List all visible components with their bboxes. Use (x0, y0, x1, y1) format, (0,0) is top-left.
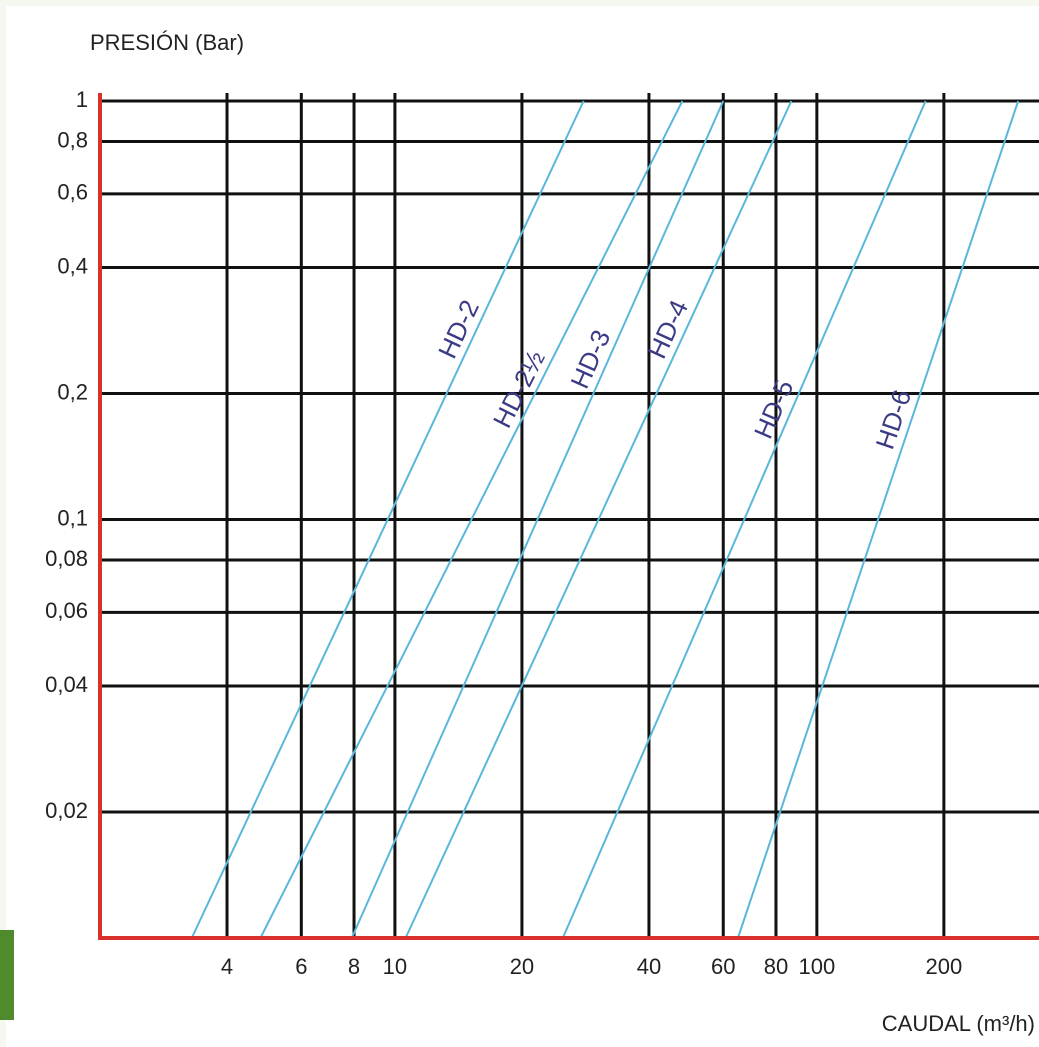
y-tick-label: 0,2 (57, 379, 88, 404)
x-tick-label: 10 (383, 954, 407, 979)
y-tick-label: 0,1 (57, 505, 88, 530)
y-tick-label: 0,8 (57, 127, 88, 152)
y-tick-label: 0,08 (45, 546, 88, 571)
chart: PRESIÓN (Bar) CAUDAL (m³/h) 1 0,8 0,6 0,4 0,… (0, 0, 1039, 1047)
x-tick-label: 100 (798, 954, 835, 979)
y-tick-label: 0,6 (57, 180, 88, 205)
y-tick-label: 1 (76, 87, 88, 112)
y-tick-label: 0,04 (45, 672, 88, 697)
x-tick-label: 4 (221, 954, 233, 979)
y-tick-label: 0,02 (45, 798, 88, 823)
y-axis-title: PRESIÓN (Bar) (90, 30, 244, 55)
x-tick-label: 8 (348, 954, 360, 979)
x-axis-title: CAUDAL (m³/h) (882, 1011, 1035, 1036)
y-tick-label: 0,4 (57, 253, 88, 278)
x-tick-label: 200 (926, 954, 963, 979)
x-tick-label: 60 (711, 954, 735, 979)
decoration (0, 930, 14, 1020)
x-tick-label: 40 (637, 954, 661, 979)
x-tick-label: 80 (764, 954, 788, 979)
x-tick-label: 20 (510, 954, 534, 979)
y-tick-label: 0,06 (45, 598, 88, 623)
x-tick-label: 6 (295, 954, 307, 979)
